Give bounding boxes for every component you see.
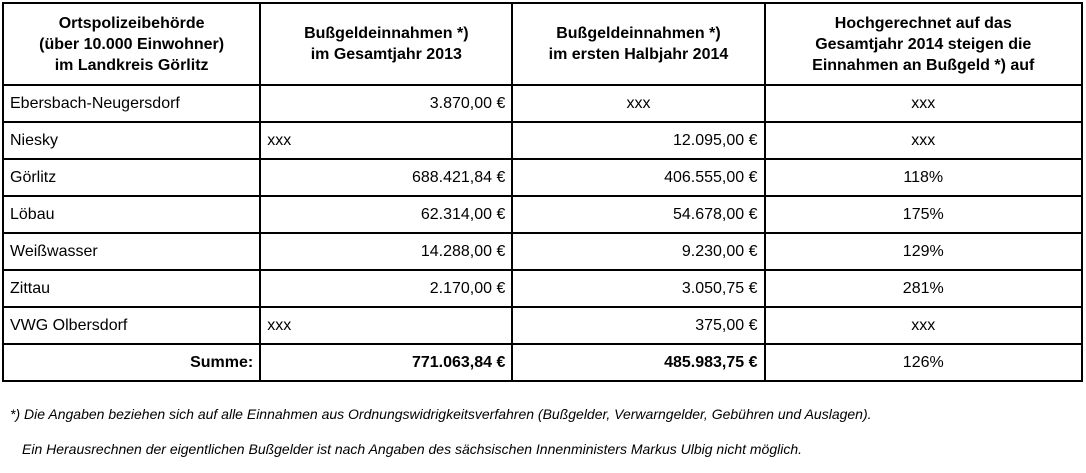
projection-2014: 175% bbox=[763, 195, 1084, 234]
revenue-h1-2014: 12.095,00 € bbox=[511, 121, 766, 160]
revenue-2013: xxx bbox=[259, 121, 514, 160]
header-projection-2014: Hochgerechnet auf das Gesamtjahr 2014 st… bbox=[763, 2, 1084, 86]
sum-row: Summe: 771.063,84 € 485.983,75 € 126% bbox=[1, 343, 1084, 382]
fines-table: Ortspolizeibehörde (über 10.000 Einwohne… bbox=[1, 2, 1084, 382]
header-row: Ortspolizeibehörde (über 10.000 Einwohne… bbox=[1, 2, 1084, 86]
table-row: VWG Olbersdorf xxx 375,00 € xxx bbox=[1, 306, 1084, 345]
projection-2014: xxx bbox=[763, 121, 1084, 160]
revenue-h1-2014: 406.555,00 € bbox=[511, 158, 766, 197]
authority-name: VWG Olbersdorf bbox=[1, 306, 262, 345]
sum-label: Summe: bbox=[1, 343, 262, 382]
authority-name: Weißwasser bbox=[1, 232, 262, 271]
authority-name: Görlitz bbox=[1, 158, 262, 197]
table-row: Görlitz 688.421,84 € 406.555,00 € 118% bbox=[1, 158, 1084, 197]
revenue-h1-2014: 9.230,00 € bbox=[511, 232, 766, 271]
header-revenue-2013: Bußgeldeinnahmen *) im Gesamtjahr 2013 bbox=[259, 2, 514, 86]
revenue-2013: 2.170,00 € bbox=[259, 269, 514, 308]
table-row: Löbau 62.314,00 € 54.678,00 € 175% bbox=[1, 195, 1084, 234]
projection-2014: 118% bbox=[763, 158, 1084, 197]
revenue-h1-2014: 375,00 € bbox=[511, 306, 766, 345]
authority-name: Zittau bbox=[1, 269, 262, 308]
table-row: Weißwasser 14.288,00 € 9.230,00 € 129% bbox=[1, 232, 1084, 271]
authority-name: Ebersbach-Neugersdorf bbox=[1, 84, 262, 123]
footnote-limitation: Ein Herausrechnen der eigentlichen Bußge… bbox=[22, 441, 803, 457]
header-revenue-h1-2014: Bußgeldeinnahmen *) im ersten Halbjahr 2… bbox=[511, 2, 766, 86]
sum-revenue-2013: 771.063,84 € bbox=[259, 343, 514, 382]
table-row: Niesky xxx 12.095,00 € xxx bbox=[1, 121, 1084, 160]
projection-2014: 129% bbox=[763, 232, 1084, 271]
revenue-h1-2014: 3.050,75 € bbox=[511, 269, 766, 308]
revenue-2013: 14.288,00 € bbox=[259, 232, 514, 271]
authority-name: Niesky bbox=[1, 121, 262, 160]
revenue-2013: 688.421,84 € bbox=[259, 158, 514, 197]
projection-2014: xxx bbox=[763, 84, 1084, 123]
revenue-2013: xxx bbox=[259, 306, 514, 345]
sum-projection-2014: 126% bbox=[763, 343, 1084, 382]
revenue-h1-2014: 54.678,00 € bbox=[511, 195, 766, 234]
table-row: Zittau 2.170,00 € 3.050,75 € 281% bbox=[1, 269, 1084, 308]
revenue-2013: 62.314,00 € bbox=[259, 195, 514, 234]
revenue-h1-2014: xxx bbox=[511, 84, 766, 123]
projection-2014: xxx bbox=[763, 306, 1084, 345]
header-authority: Ortspolizeibehörde (über 10.000 Einwohne… bbox=[1, 2, 262, 86]
sum-revenue-h1-2014: 485.983,75 € bbox=[511, 343, 766, 382]
footnote-scope: *) Die Angaben beziehen sich auf alle Ei… bbox=[10, 406, 872, 422]
authority-name: Löbau bbox=[1, 195, 262, 234]
revenue-2013: 3.870,00 € bbox=[259, 84, 514, 123]
table-row: Ebersbach-Neugersdorf 3.870,00 € xxx xxx bbox=[1, 84, 1084, 123]
projection-2014: 281% bbox=[763, 269, 1084, 308]
